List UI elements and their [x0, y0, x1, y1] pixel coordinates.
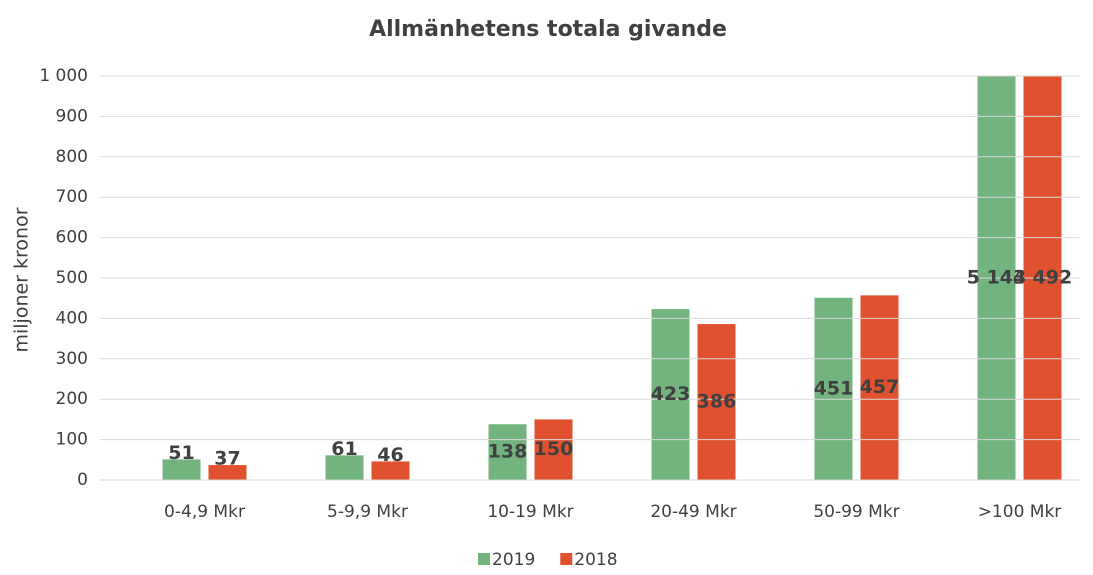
bar [534, 419, 573, 480]
legend-swatch [478, 553, 490, 565]
x-tick-label: >100 Mkr [978, 502, 1062, 522]
data-label: 386 [697, 391, 737, 413]
plot-area [162, 76, 1062, 480]
y-axis-label: miljoner kronor [11, 207, 33, 352]
y-tick-label: 100 [56, 430, 88, 450]
bar [814, 297, 853, 480]
x-tick-label: 50-99 Mkr [813, 502, 899, 522]
data-label: 423 [651, 383, 691, 405]
bar [977, 76, 1016, 480]
bar [208, 465, 247, 480]
y-tick-label: 400 [56, 308, 88, 328]
data-label: 4 492 [1013, 267, 1073, 289]
y-tick-label: 200 [56, 389, 88, 409]
bar [651, 309, 690, 480]
y-tick-label: 700 [56, 187, 88, 207]
legend-label: 2019 [492, 550, 535, 570]
legend-swatch [560, 553, 573, 565]
data-label: 457 [860, 376, 900, 398]
bar [860, 295, 899, 480]
bar [488, 424, 527, 480]
y-tick-label: 500 [56, 268, 88, 288]
bar [162, 459, 201, 480]
data-label: 46 [377, 444, 403, 466]
y-tick-label: 800 [56, 147, 88, 167]
data-label: 61 [331, 438, 357, 460]
y-tick-label: 0 [77, 470, 88, 490]
x-tick-label: 10-19 Mkr [487, 502, 573, 522]
y-tick-label: 1 000 [39, 66, 88, 86]
data-label: 51 [168, 442, 194, 464]
bar [325, 455, 364, 480]
data-label: 138 [488, 441, 528, 463]
x-tick-label: 20-49 Mkr [650, 502, 736, 522]
data-label: 451 [814, 377, 854, 399]
y-tick-label: 600 [56, 228, 88, 248]
bar [1023, 76, 1062, 480]
data-label: 150 [534, 438, 574, 460]
x-tick-label: 0-4,9 Mkr [164, 502, 245, 522]
data-label: 5 143 [967, 267, 1027, 289]
y-tick-label: 900 [56, 106, 88, 126]
x-tick-label: 5-9,9 Mkr [327, 502, 408, 522]
bar [371, 461, 410, 480]
legend-label: 2018 [574, 550, 617, 570]
data-label: 37 [214, 448, 240, 470]
chart-title: Allmänhetens totala givande [369, 17, 727, 42]
y-tick-label: 300 [56, 349, 88, 369]
bar [697, 324, 736, 480]
